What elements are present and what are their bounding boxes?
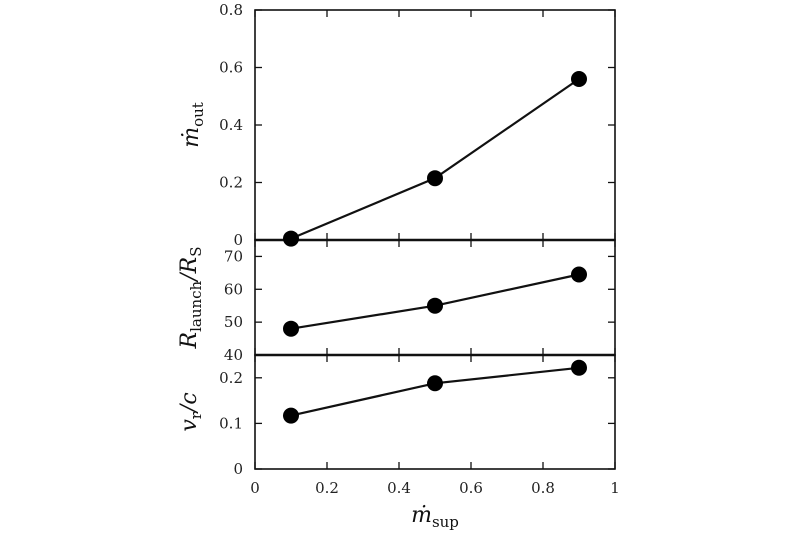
xtick-label-1: 0.2 [315, 479, 339, 497]
ytick-label-top-2: 0.4 [219, 116, 243, 134]
panel-frames [254, 9, 616, 470]
ylabel-middle: Rlaunch/RS [177, 247, 205, 350]
ytick-label-bottom-1: 0.1 [219, 414, 243, 432]
series-lines [290, 78, 580, 417]
panel-frame-middle [254, 239, 616, 356]
data-point-bottom-0 [283, 407, 299, 424]
ytick-label-top-4: 0.8 [219, 1, 243, 19]
ytick-label-middle-2: 60 [224, 280, 243, 298]
data-point-middle-0 [283, 320, 299, 337]
panel-frame-top [254, 9, 616, 241]
ytick-label-bottom-0: 0 [233, 460, 243, 478]
xtick-label-0: 0 [250, 479, 260, 497]
data-point-middle-2 [571, 266, 587, 283]
data-point-top-0 [283, 230, 299, 247]
ylabel-top: ṁout [179, 102, 207, 148]
axis-ticks [254, 9, 616, 470]
ytick-label-top-3: 0.6 [219, 59, 243, 77]
data-point-bottom-2 [571, 359, 587, 376]
ytick-label-bottom-2: 0.2 [219, 369, 243, 387]
series-line-bottom [290, 366, 580, 417]
ylabel-bottom: vr/c [177, 392, 205, 431]
data-point-top-1 [427, 170, 443, 187]
ytick-label-middle-1: 50 [224, 313, 243, 331]
ytick-label-middle-3: 70 [224, 247, 243, 265]
data-point-middle-1 [427, 297, 443, 314]
ytick-label-top-1: 0.2 [219, 174, 243, 192]
xtick-label-3: 0.6 [459, 479, 483, 497]
data-point-bottom-1 [427, 375, 443, 392]
series-line-top [290, 78, 580, 240]
ytick-label-top-0: 0 [233, 231, 243, 249]
xtick-label-4: 0.8 [531, 479, 555, 497]
axis-titles: ṁout Rlaunch/RS vr/c ṁsup [177, 102, 459, 531]
data-points [283, 71, 587, 424]
data-point-top-2 [571, 71, 587, 87]
xlabel: ṁsup [411, 503, 459, 531]
xtick-label-5: 1 [610, 479, 620, 497]
xtick-label-2: 0.4 [387, 479, 411, 497]
ytick-label-middle-0: 40 [224, 346, 243, 364]
